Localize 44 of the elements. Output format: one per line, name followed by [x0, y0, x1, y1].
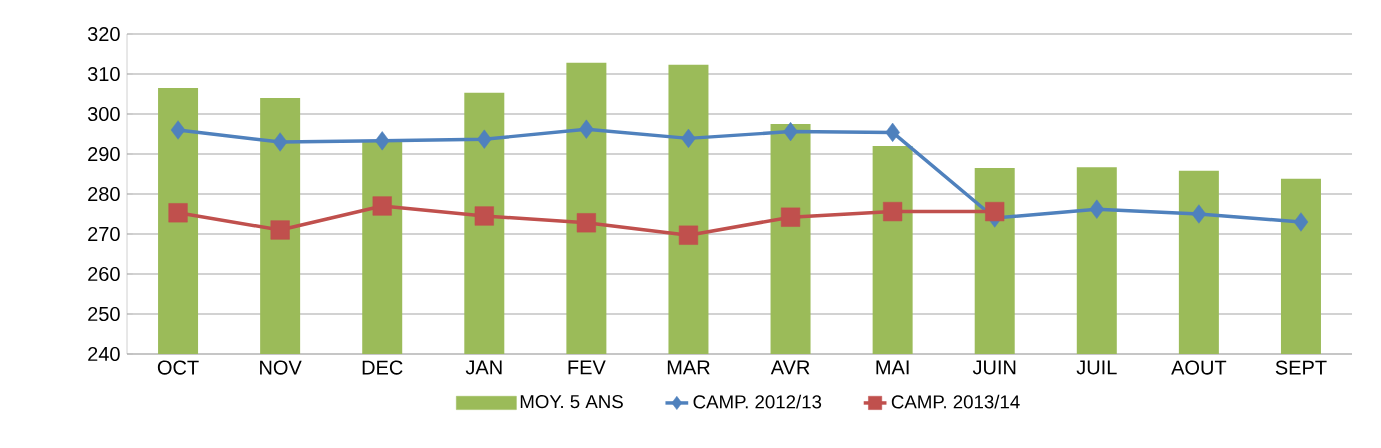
x-tick-label: JAN	[465, 360, 502, 375]
x-tick-label: SEPT	[1275, 360, 1327, 375]
point	[576, 213, 596, 233]
y-tick-label: 300	[87, 106, 120, 122]
legend-label: CAMP. 2013/14	[891, 394, 1020, 409]
x-tick-label: MAI	[876, 360, 909, 375]
point	[272, 132, 288, 152]
y-tick-label: 290	[88, 146, 120, 162]
point	[170, 120, 186, 140]
y-tick-label: 270	[88, 226, 120, 242]
point	[168, 203, 188, 223]
x-tick-label: AOUT	[1171, 360, 1227, 375]
point	[780, 207, 801, 227]
x-tick-label: MAR	[667, 360, 710, 375]
point	[883, 201, 903, 222]
point	[783, 121, 798, 142]
x-tick-label: JUIL	[1076, 360, 1117, 375]
y-tick-label: 280	[88, 186, 120, 202]
x-tick-label: JUIN	[972, 360, 1016, 375]
y-tick-label: 260	[88, 266, 120, 282]
point	[678, 225, 699, 245]
x-tick-label: OCT	[157, 360, 199, 375]
x-tick-label: AVR	[770, 360, 810, 375]
y-tick-label: 310	[87, 66, 120, 82]
point	[1191, 204, 1207, 224]
point	[885, 122, 900, 142]
point	[474, 206, 494, 226]
point	[477, 129, 492, 149]
point	[681, 128, 696, 148]
point	[270, 220, 290, 240]
point	[1089, 199, 1105, 219]
point	[1293, 212, 1309, 232]
x-tick-label: FEV	[568, 360, 606, 375]
x-tick-label: NOV	[260, 360, 302, 375]
x-tick-label: DEC	[362, 360, 403, 375]
legend-label: MOY. 5 ANS	[520, 395, 623, 409]
legend-label: CAMP. 2012/13	[693, 394, 822, 409]
y-tick-label: 320	[87, 26, 120, 42]
point	[372, 196, 392, 216]
point	[374, 131, 390, 151]
y-tick-label: 240	[88, 346, 120, 362]
y-tick-label: 250	[88, 306, 120, 322]
point	[579, 119, 594, 139]
point	[985, 201, 1005, 222]
